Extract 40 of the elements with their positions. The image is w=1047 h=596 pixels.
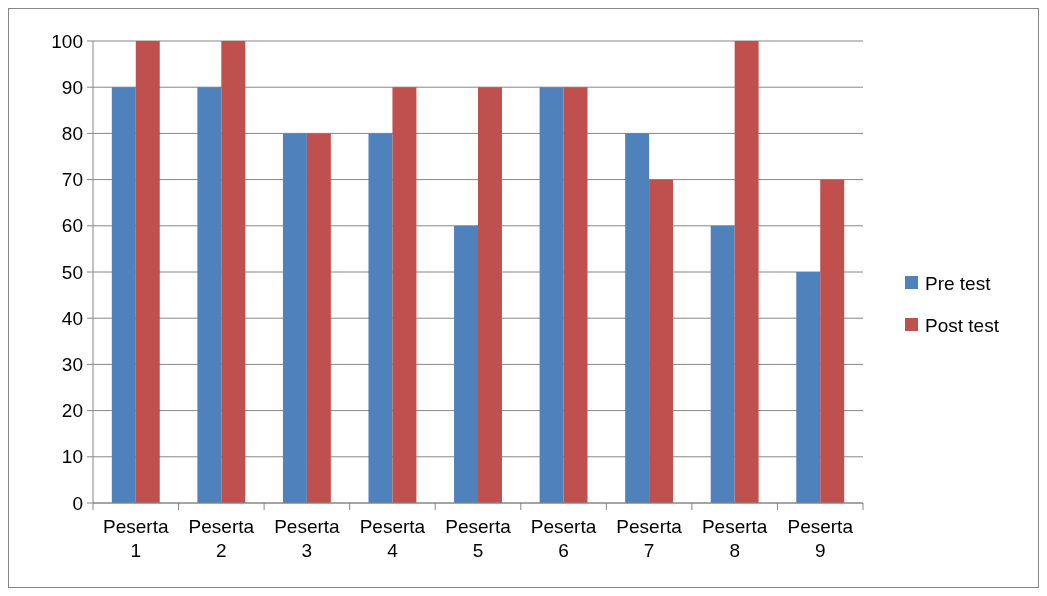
x-tick-label: Peserta 6 <box>530 516 597 561</box>
bar <box>135 41 160 503</box>
y-tick-label: 10 <box>61 446 83 468</box>
y-tick-label: 60 <box>61 215 83 237</box>
bar <box>478 87 502 503</box>
y-tick-label: 50 <box>61 261 83 283</box>
bar <box>796 272 821 503</box>
y-tick-label: 0 <box>72 492 83 514</box>
bar <box>111 87 136 503</box>
x-tick-label: Peserta 8 <box>701 516 768 561</box>
y-tick-label: 100 <box>51 30 83 52</box>
bar <box>454 225 478 503</box>
y-tick-label: 20 <box>61 400 83 422</box>
bar <box>625 133 650 503</box>
x-tick-label: Peserta 5 <box>445 516 512 561</box>
bar <box>710 225 735 503</box>
bar <box>734 41 759 503</box>
bar <box>221 41 246 503</box>
legend-label: Post test <box>925 314 1000 336</box>
bar <box>282 133 307 503</box>
bar <box>197 87 222 503</box>
y-tick-label: 40 <box>61 307 83 329</box>
bar <box>820 179 845 503</box>
x-tick-label: Peserta 9 <box>787 516 854 561</box>
bar <box>392 87 417 503</box>
bar <box>539 87 564 503</box>
x-tick-label: Peserta 7 <box>616 516 683 561</box>
x-tick-label: Peserta 4 <box>359 516 426 561</box>
bar <box>368 133 393 503</box>
bar <box>563 87 588 503</box>
y-tick-label: 70 <box>61 169 83 191</box>
y-tick-label: 80 <box>61 123 83 145</box>
y-tick-label: 90 <box>61 76 83 98</box>
bar <box>649 179 674 503</box>
legend-label: Pre test <box>925 272 992 294</box>
bar <box>306 133 331 503</box>
y-tick-label: 30 <box>61 354 83 376</box>
x-tick-label: Peserta 1 <box>103 516 169 561</box>
x-tick-label: Peserta 3 <box>274 516 341 561</box>
x-tick-label: Peserta 2 <box>188 516 255 561</box>
